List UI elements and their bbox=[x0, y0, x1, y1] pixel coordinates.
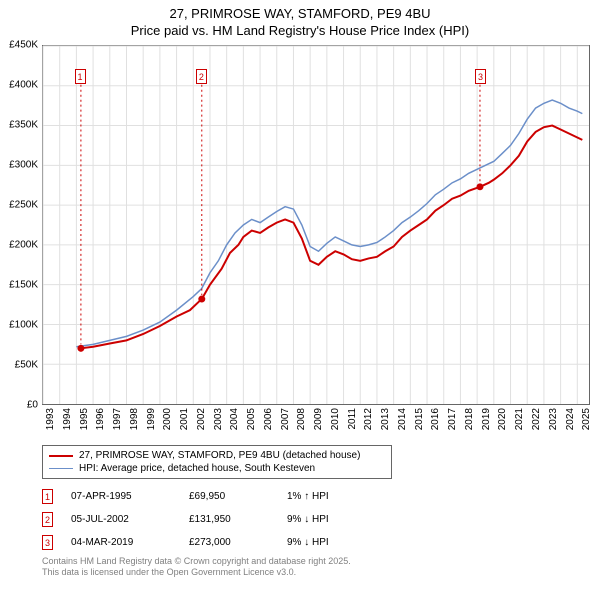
legend-swatch bbox=[49, 468, 73, 469]
sale-marker-1: 1 bbox=[75, 69, 86, 84]
y-tick-label: £150K bbox=[9, 280, 38, 291]
x-tick-label: 2024 bbox=[565, 408, 576, 430]
x-tick-label: 2012 bbox=[363, 408, 374, 430]
legend: 27, PRIMROSE WAY, STAMFORD, PE9 4BU (det… bbox=[42, 445, 392, 479]
x-tick-label: 2008 bbox=[296, 408, 307, 430]
x-tick-label: 2019 bbox=[481, 408, 492, 430]
x-tick-label: 2002 bbox=[196, 408, 207, 430]
chart-title: 27, PRIMROSE WAY, STAMFORD, PE9 4BU Pric… bbox=[0, 0, 600, 40]
legend-item: HPI: Average price, detached house, Sout… bbox=[49, 462, 385, 475]
sale-row-price: £131,950 bbox=[189, 514, 269, 525]
y-tick-label: £300K bbox=[9, 160, 38, 171]
x-tick-label: 1997 bbox=[112, 408, 123, 430]
series-hpi bbox=[76, 100, 582, 347]
x-tick-label: 2014 bbox=[397, 408, 408, 430]
sale-row: 1 07-APR-1995 £69,950 1% ↑ HPI bbox=[42, 485, 367, 508]
x-tick-label: 2006 bbox=[263, 408, 274, 430]
legend-item: 27, PRIMROSE WAY, STAMFORD, PE9 4BU (det… bbox=[49, 449, 385, 462]
x-tick-label: 2009 bbox=[313, 408, 324, 430]
y-tick-label: £400K bbox=[9, 80, 38, 91]
x-tick-label: 2015 bbox=[414, 408, 425, 430]
y-tick-label: £0 bbox=[27, 400, 38, 411]
x-tick-label: 1996 bbox=[95, 408, 106, 430]
x-tick-label: 2016 bbox=[430, 408, 441, 430]
title-line2: Price paid vs. HM Land Registry's House … bbox=[131, 23, 469, 38]
x-tick-label: 2000 bbox=[162, 408, 173, 430]
footer-line2: This data is licensed under the Open Gov… bbox=[42, 567, 296, 577]
sale-row-marker: 3 bbox=[42, 535, 53, 550]
chart-area: £0£50K£100K£150K£200K£250K£300K£350K£400… bbox=[42, 45, 590, 405]
x-tick-label: 1995 bbox=[79, 408, 90, 430]
title-line1: 27, PRIMROSE WAY, STAMFORD, PE9 4BU bbox=[169, 6, 430, 21]
x-tick-label: 2018 bbox=[464, 408, 475, 430]
x-tick-label: 2025 bbox=[581, 408, 592, 430]
x-tick-label: 2020 bbox=[497, 408, 508, 430]
sale-row-date: 07-APR-1995 bbox=[71, 491, 171, 502]
x-tick-label: 1993 bbox=[45, 408, 56, 430]
x-tick-label: 2011 bbox=[347, 408, 358, 430]
sale-row: 3 04-MAR-2019 £273,000 9% ↓ HPI bbox=[42, 531, 367, 554]
sale-row-marker: 2 bbox=[42, 512, 53, 527]
sale-row-delta: 9% ↓ HPI bbox=[287, 514, 367, 525]
x-tick-label: 1994 bbox=[62, 408, 73, 430]
y-tick-label: £450K bbox=[9, 40, 38, 51]
sales-table: 1 07-APR-1995 £69,950 1% ↑ HPI 2 05-JUL-2002 £… bbox=[42, 485, 367, 554]
sale-marker-3: 3 bbox=[475, 69, 486, 84]
chart-svg bbox=[43, 46, 589, 404]
sale-row-price: £69,950 bbox=[189, 491, 269, 502]
sale-row-date: 05-JUL-2002 bbox=[71, 514, 171, 525]
x-tick-label: 1999 bbox=[146, 408, 157, 430]
plot-area bbox=[42, 45, 590, 405]
x-tick-label: 2004 bbox=[229, 408, 240, 430]
sale-row-delta: 9% ↓ HPI bbox=[287, 537, 367, 548]
sale-row-delta: 1% ↑ HPI bbox=[287, 491, 367, 502]
y-tick-label: £250K bbox=[9, 200, 38, 211]
x-tick-label: 1998 bbox=[129, 408, 140, 430]
x-tick-label: 2001 bbox=[179, 408, 190, 430]
x-tick-label: 2007 bbox=[280, 408, 291, 430]
y-tick-label: £100K bbox=[9, 320, 38, 331]
footer-attribution: Contains HM Land Registry data © Crown c… bbox=[42, 556, 351, 579]
x-tick-label: 2021 bbox=[514, 408, 525, 430]
sale-row-marker: 1 bbox=[42, 489, 53, 504]
x-tick-label: 2017 bbox=[447, 408, 458, 430]
y-tick-label: £350K bbox=[9, 120, 38, 131]
sale-row-price: £273,000 bbox=[189, 537, 269, 548]
sale-row-date: 04-MAR-2019 bbox=[71, 537, 171, 548]
legend-label: 27, PRIMROSE WAY, STAMFORD, PE9 4BU (det… bbox=[79, 450, 360, 461]
x-tick-label: 2013 bbox=[380, 408, 391, 430]
series-price_paid bbox=[81, 126, 582, 349]
legend-label: HPI: Average price, detached house, Sout… bbox=[79, 463, 315, 474]
x-tick-label: 2010 bbox=[330, 408, 341, 430]
x-tick-label: 2005 bbox=[246, 408, 257, 430]
sale-row: 2 05-JUL-2002 £131,950 9% ↓ HPI bbox=[42, 508, 367, 531]
footer-line1: Contains HM Land Registry data © Crown c… bbox=[42, 556, 351, 566]
y-tick-label: £50K bbox=[15, 360, 38, 371]
x-tick-label: 2022 bbox=[531, 408, 542, 430]
x-tick-label: 2023 bbox=[548, 408, 559, 430]
legend-swatch bbox=[49, 455, 73, 457]
y-tick-label: £200K bbox=[9, 240, 38, 251]
sale-marker-2: 2 bbox=[196, 69, 207, 84]
x-tick-label: 2003 bbox=[213, 408, 224, 430]
